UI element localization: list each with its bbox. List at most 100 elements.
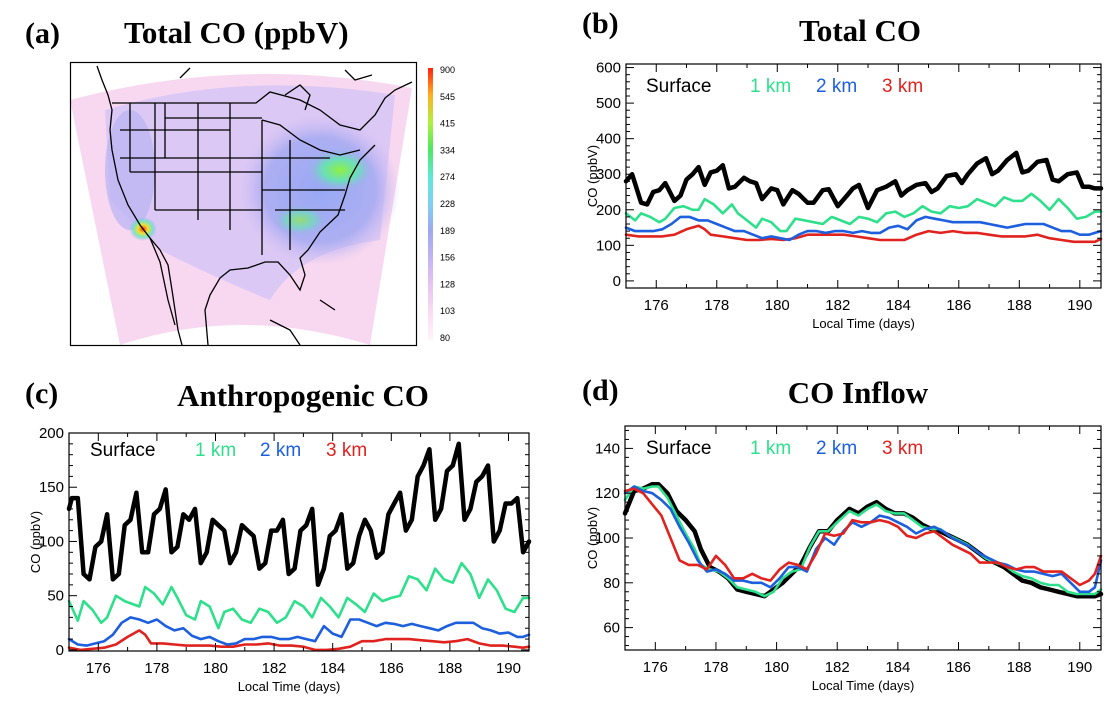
x-tick-label: 182 — [825, 659, 850, 676]
x-tick-label: 184 — [320, 660, 345, 677]
x-tick-label: 180 — [764, 659, 789, 676]
legend-entry-2-km: 2 km — [816, 76, 857, 97]
y-axis-label: CO (ppbV) — [28, 511, 43, 573]
x-tick-label: 186 — [946, 659, 971, 676]
x-tick-label: 184 — [886, 297, 911, 314]
series-line-3-km — [67, 629, 531, 652]
plot-b: 176 178 180 182 184 186 188 190 0 100 200 300 400 500… — [585, 60, 1104, 331]
x-tick-label: 186 — [379, 660, 404, 677]
x-tick-label: 182 — [262, 660, 287, 677]
great-lakes-border — [261, 119, 361, 156]
plot-frame — [625, 63, 1102, 289]
x-tick-label: 180 — [203, 660, 228, 677]
colorbar-tick-label: 189 — [440, 226, 455, 236]
panel-b: (b) Total CO 176 178 180 182 184 186 188 190 0 10… — [582, 7, 1104, 331]
x-tick-label: 176 — [86, 660, 111, 677]
x-axis-label: Local Time (days) — [238, 679, 341, 694]
series-line-2-km — [67, 616, 531, 647]
x-tick-label: 184 — [885, 659, 910, 676]
colorbar: 80 103 128 156 189 228 274 334 415 545 900 — [428, 65, 455, 343]
y-axis-label: CO (ppbV) — [585, 507, 600, 569]
panel-d-title: CO Inflow — [788, 375, 929, 410]
colorbar-tick-label: 545 — [440, 92, 455, 102]
series-line-surface — [66, 441, 532, 588]
x-tick-label: 178 — [703, 659, 728, 676]
x-tick-label: 188 — [1007, 659, 1032, 676]
y-tick-label: 60 — [603, 620, 620, 637]
y-tick-label: 600 — [596, 60, 621, 77]
legend-entry-surface: Surface — [646, 438, 711, 459]
panel-a-letter: (a) — [25, 17, 60, 50]
plot-d: 176 178 180 182 184 186 188 190 60 80 100 120 140 Loc… — [585, 425, 1104, 693]
x-axis-label: Local Time (days) — [812, 316, 915, 331]
map-area — [71, 63, 416, 345]
x-tick-label: 190 — [1067, 297, 1092, 314]
map-outlines — [96, 65, 413, 345]
colorbar-tick-label: 274 — [440, 172, 455, 182]
x-tick-label: 178 — [144, 660, 169, 677]
series-line-surface — [623, 150, 1104, 211]
state-borders — [120, 103, 345, 255]
y-tick-label: 500 — [596, 95, 621, 112]
panel-d-letter: (d) — [582, 374, 619, 407]
east-gulf-coastline — [204, 144, 376, 345]
legend-entry-2-km: 2 km — [816, 438, 857, 459]
panel-b-title: Total CO — [799, 13, 921, 48]
colorbar-tick-label: 900 — [440, 65, 455, 75]
legend-entry-3-km: 3 km — [882, 438, 923, 459]
y-axis-label: CO (ppbV) — [585, 145, 600, 207]
panel-a: (a) Total CO (ppbV) — [25, 15, 455, 347]
map-frame — [69, 61, 418, 347]
y-tick-label: 120 — [595, 485, 620, 502]
series-line-surface — [622, 481, 1104, 599]
colorbar-tick-label: 415 — [440, 119, 455, 129]
canada-coast — [179, 67, 373, 111]
x-tick-label: 178 — [704, 297, 729, 314]
northern-border — [112, 81, 413, 131]
x-tick-label: 188 — [437, 660, 462, 677]
colorbar-tick-label: 228 — [440, 199, 455, 209]
colorbar-tick-label: 334 — [440, 145, 455, 155]
caribbean-coast — [269, 299, 336, 345]
legend-entry-2-km: 2 km — [260, 440, 301, 461]
x-tick-label: 182 — [825, 297, 850, 314]
x-tick-label: 190 — [1067, 659, 1092, 676]
legend-entry-surface: Surface — [90, 440, 155, 461]
plot-c: 176 178 180 182 184 186 188 190 0 50 100 150 200 Loca… — [28, 425, 532, 694]
x-tick-label: 180 — [765, 297, 790, 314]
x-tick-label: 176 — [644, 297, 669, 314]
y-tick-label: 300 — [596, 166, 621, 183]
y-tick-label: 200 — [39, 425, 64, 442]
y-tick-label: 100 — [596, 237, 621, 254]
panel-c-title: Anthropogenic CO — [177, 378, 429, 413]
panel-c: (c) Anthropogenic CO 176 178 180 182 184 186 1… — [25, 377, 532, 694]
panel-d: (d) CO Inflow 176 178 180 182 184 186 188 190 60… — [582, 374, 1104, 693]
legend-entry-1-km: 1 km — [750, 76, 791, 97]
colorbar-tick-label: 156 — [440, 253, 455, 263]
y-tick-label: 50 — [47, 588, 64, 605]
y-tick-label: 0 — [613, 273, 621, 290]
series-line-1-km — [624, 192, 1103, 233]
plot-frame — [68, 432, 530, 652]
y-tick-label: 100 — [39, 533, 64, 550]
panel-c-letter: (c) — [25, 377, 58, 410]
y-tick-label: 400 — [596, 131, 621, 148]
x-tick-label: 190 — [496, 660, 521, 677]
y-tick-label: 0 — [56, 642, 64, 659]
series-line-3-km — [623, 487, 1103, 587]
colorbar-tick-label: 128 — [440, 279, 455, 289]
x-tick-label: 188 — [1007, 297, 1032, 314]
x-axis-label: Local Time (days) — [812, 678, 915, 693]
colorbar-tick-label: 103 — [440, 306, 455, 316]
southeast-hotspot — [272, 204, 328, 236]
series-line-3-km — [624, 224, 1103, 244]
west-coastline — [96, 65, 183, 345]
legend-entry-3-km: 3 km — [326, 440, 367, 461]
series-line-2-km — [624, 215, 1103, 242]
northeast-hotspot — [305, 148, 375, 192]
legend-entry-3-km: 3 km — [882, 76, 923, 97]
y-tick-label: 200 — [596, 202, 621, 219]
y-tick-label: 140 — [595, 440, 620, 457]
panel-b-letter: (b) — [582, 7, 619, 40]
